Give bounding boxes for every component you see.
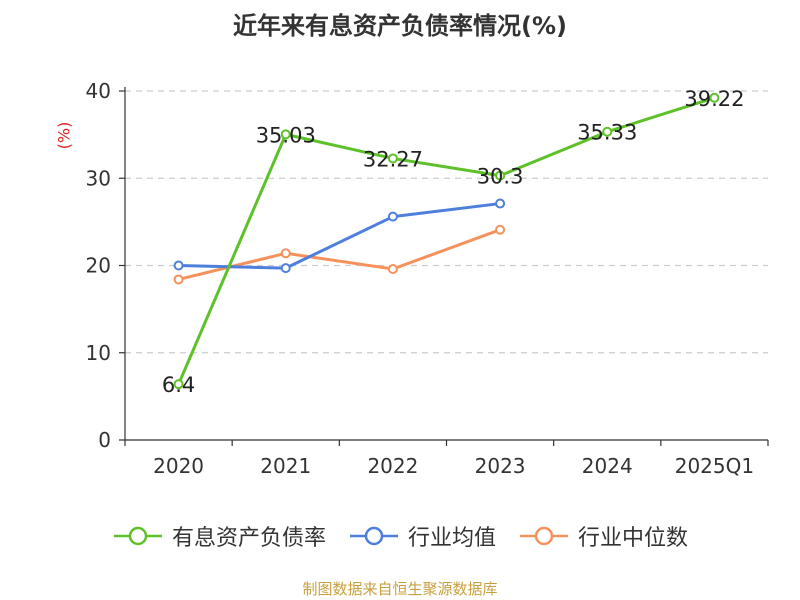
data-label: 6.4 [162, 373, 195, 397]
data-point [280, 248, 291, 259]
x-tick-label: 2021 [260, 454, 311, 478]
legend-line-icon [349, 526, 398, 546]
data-point [173, 379, 184, 390]
data-point [602, 126, 613, 137]
data-point [495, 170, 506, 181]
data-label: 35.33 [577, 121, 637, 145]
data-point [173, 260, 184, 271]
data-label: 39.22 [684, 87, 744, 111]
y-tick-label: 10 [86, 341, 111, 365]
legend-label: 有息资产负债率 [171, 526, 326, 551]
data-label: 32.27 [363, 147, 423, 171]
legend-label: 行业均值 [407, 526, 496, 551]
data-point [387, 153, 398, 164]
data-point [387, 263, 398, 274]
legend-item-series-1[interactable]: 行业均值 [348, 520, 496, 552]
x-tick-label: 2025Q1 [675, 454, 754, 478]
x-tick-label: 2022 [367, 454, 418, 478]
y-tick-label: 0 [98, 428, 111, 452]
x-tick-label: 2023 [475, 454, 526, 478]
data-point [280, 129, 291, 140]
data-point [495, 198, 506, 209]
data-point [173, 274, 184, 285]
series-line [177, 96, 715, 385]
legend-item-series-2[interactable]: 行业中位数 [518, 520, 688, 552]
y-tick-label: 40 [86, 79, 111, 103]
data-point [387, 211, 398, 222]
data-point [709, 92, 720, 103]
legend: 有息资产负债率 行业均值 行业中位数 [0, 520, 800, 552]
y-tick-label: 30 [86, 166, 111, 190]
data-label: 30.3 [477, 165, 524, 189]
source-note: 制图数据来自恒生聚源数据库 [302, 580, 498, 598]
x-tick-label: 2020 [153, 454, 204, 478]
x-tick-label: 2024 [582, 454, 633, 478]
legend-line-icon [113, 526, 162, 546]
y-tick-label: 20 [86, 254, 111, 278]
data-label: 35.03 [256, 123, 316, 147]
data-point [280, 263, 291, 274]
legend-line-icon [520, 526, 568, 546]
data-point [495, 224, 506, 235]
legend-label: 行业中位数 [578, 526, 689, 551]
series-line [178, 202, 501, 270]
legend-item-series-0[interactable]: 有息资产负债率 [112, 520, 326, 552]
chart-title: 近年来有息资产负债率情况(%) [233, 12, 567, 40]
